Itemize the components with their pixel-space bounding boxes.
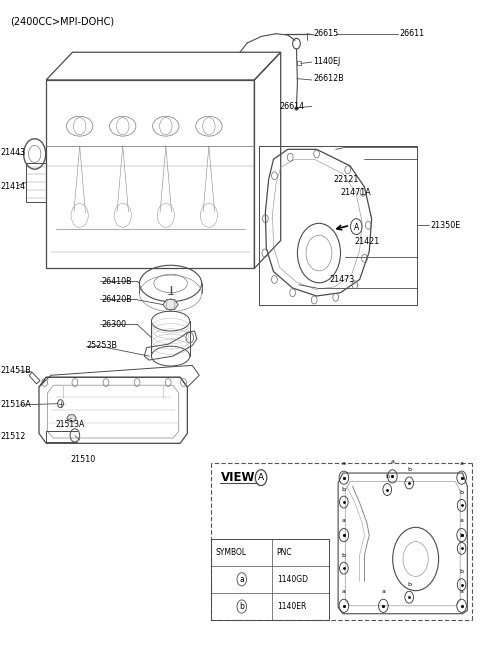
Text: 21414: 21414	[0, 183, 26, 191]
Text: 21516A: 21516A	[0, 401, 32, 410]
Text: A: A	[354, 223, 359, 232]
Text: 26611: 26611	[399, 29, 424, 38]
Text: a: a	[390, 459, 395, 465]
Text: 21421: 21421	[355, 237, 380, 246]
Text: A: A	[258, 473, 264, 482]
Text: 21443: 21443	[0, 148, 26, 157]
Text: SYMBOL: SYMBOL	[215, 547, 246, 557]
Text: 1140GD: 1140GD	[277, 575, 308, 584]
Text: b: b	[385, 474, 389, 479]
Text: a: a	[460, 518, 464, 523]
Text: 26410B: 26410B	[101, 277, 132, 286]
Text: b: b	[342, 487, 346, 491]
Text: 21512: 21512	[0, 432, 26, 441]
Text: b: b	[459, 569, 464, 574]
Text: a: a	[342, 589, 346, 594]
Text: b: b	[407, 467, 411, 473]
Text: 21471A: 21471A	[340, 188, 371, 197]
Text: a: a	[382, 589, 385, 594]
Text: a: a	[240, 575, 244, 584]
Text: a: a	[342, 461, 346, 466]
Text: 21510: 21510	[70, 455, 96, 464]
Text: a: a	[460, 461, 464, 466]
Text: 1140EJ: 1140EJ	[313, 57, 340, 66]
Text: 26615: 26615	[313, 29, 338, 38]
Text: a: a	[342, 518, 346, 523]
Text: b: b	[407, 582, 411, 587]
Text: VIEW: VIEW	[221, 471, 255, 484]
Text: 21473: 21473	[329, 275, 354, 284]
Text: 26614: 26614	[279, 102, 304, 111]
Text: 26300: 26300	[101, 320, 126, 329]
Text: b: b	[240, 602, 244, 611]
Text: b: b	[342, 553, 346, 557]
Text: b: b	[459, 533, 464, 538]
Text: 21451B: 21451B	[0, 366, 32, 375]
Polygon shape	[163, 299, 178, 310]
Text: 21350E: 21350E	[430, 221, 460, 230]
Text: (2400CC>MPI-DOHC): (2400CC>MPI-DOHC)	[10, 17, 114, 27]
Text: 22121: 22121	[333, 175, 359, 183]
Text: 1140ER: 1140ER	[277, 602, 306, 611]
Text: 25253B: 25253B	[87, 341, 118, 350]
Text: b: b	[459, 490, 464, 495]
Text: 26612B: 26612B	[313, 74, 344, 83]
Text: 26420B: 26420B	[101, 295, 132, 304]
Text: 21513A: 21513A	[56, 420, 85, 429]
Polygon shape	[67, 415, 76, 422]
Text: PNC: PNC	[276, 547, 291, 557]
Text: a: a	[460, 589, 464, 594]
